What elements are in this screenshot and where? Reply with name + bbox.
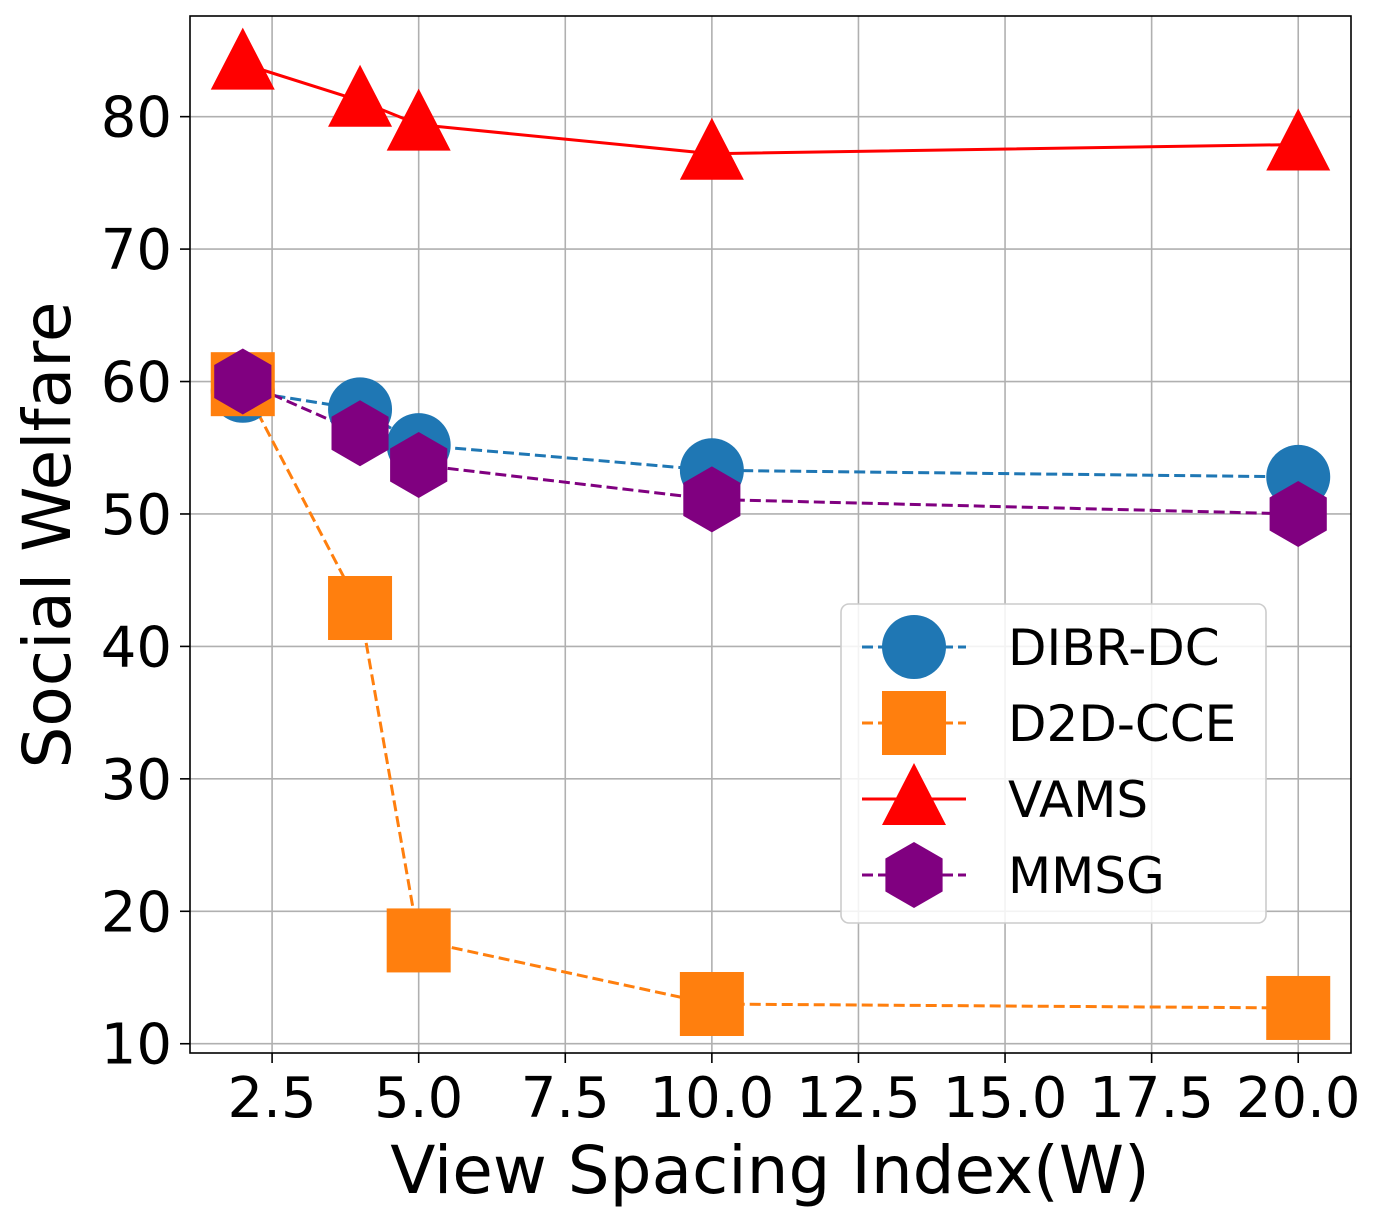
y-tick-label: 50	[101, 483, 172, 548]
y-tick-label: 60	[101, 351, 172, 416]
legend-marker-dibr-dc	[882, 615, 946, 679]
x-tick-label: 20.0	[1236, 1066, 1361, 1131]
point-d2d-cce	[679, 971, 744, 1036]
legend-box	[840, 603, 1267, 924]
x-tick-label: 10.0	[650, 1066, 775, 1131]
point-mmsg	[390, 432, 448, 498]
x-tick-label: 12.5	[796, 1066, 921, 1131]
legend-label-d2d-cce: D2D-CCE	[1008, 695, 1236, 753]
point-d2d-cce	[328, 576, 393, 641]
point-vams	[1266, 108, 1331, 171]
legend-label-mmsg: MMSG	[1008, 847, 1165, 905]
point-vams	[386, 88, 451, 151]
x-tick-label: 2.5	[228, 1066, 317, 1131]
grid-lines	[190, 16, 1351, 1053]
axis-ticks: 2.5 5.0 7.5 10.0 12.5 15.0 17.5 20.0 10 20 30 40 50 6…	[101, 86, 1361, 1131]
y-tick-label: 20	[101, 880, 172, 945]
point-mmsg	[683, 466, 741, 533]
point-vams	[210, 27, 275, 90]
x-tick-label: 5.0	[374, 1066, 463, 1131]
plot-frame	[189, 15, 1352, 1054]
x-axis-label: View Spacing Index(W)	[390, 1132, 1150, 1209]
y-tick-label: 80	[101, 86, 172, 151]
series-line-dibr-dc	[242, 389, 1299, 479]
y-tick-label: 70	[101, 218, 172, 283]
x-tick-label: 15.0	[943, 1066, 1068, 1131]
point-mmsg	[1269, 481, 1327, 547]
point-vams	[679, 117, 744, 180]
point-vams	[328, 64, 393, 127]
legend-label-dibr-dc: DIBR-DC	[1008, 619, 1220, 677]
point-mmsg	[331, 400, 389, 467]
series-markers	[210, 27, 1331, 1040]
y-axis-label: Social Welfare	[9, 302, 86, 769]
y-tick-label: 30	[101, 748, 172, 813]
point-mmsg	[214, 348, 272, 415]
legend-marker-mmsg	[885, 842, 943, 908]
x-tick-label: 17.5	[1089, 1066, 1214, 1131]
point-d2d-cce	[1266, 975, 1331, 1040]
legend: DIBR-DC D2D-CCE VAMS MMSG	[840, 603, 1267, 924]
legend-marker-vams	[882, 763, 946, 825]
x-tick-label: 7.5	[521, 1066, 610, 1131]
series-line-d2d-cce	[241, 383, 1299, 1010]
legend-marker-d2d-cce	[882, 691, 946, 755]
y-tick-label: 40	[101, 615, 172, 680]
legend-label-vams: VAMS	[1008, 771, 1148, 829]
y-tick-label: 10	[101, 1013, 172, 1078]
point-d2d-cce	[386, 908, 451, 973]
